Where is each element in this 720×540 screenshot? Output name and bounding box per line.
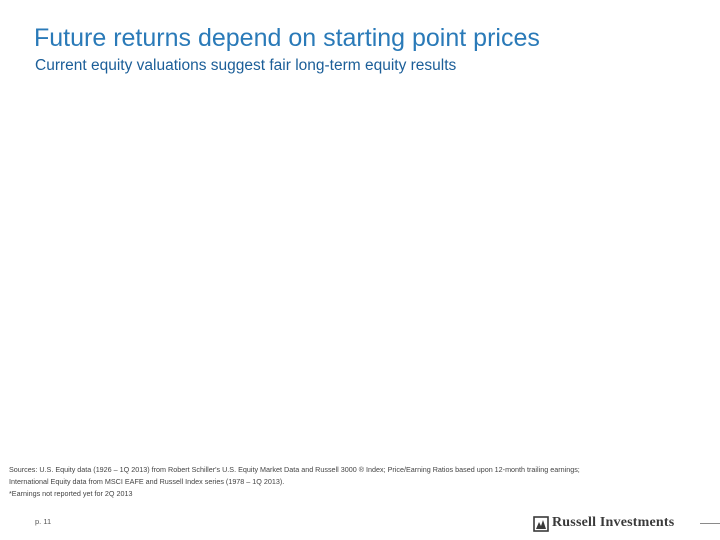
footnote: *Earnings not reported yet for 2Q 2013 [9,489,133,498]
page-number: p. 11 [35,517,52,526]
footnote: Sources: U.S. Equity data (1926 – 1Q 201… [9,465,580,474]
title: Future returns depend on starting point … [34,24,540,52]
footnote: International Equity data from MSCI EAFE… [9,477,285,486]
subtitle: Current equity valuations suggest fair l… [35,57,457,74]
logo-icon [533,516,549,532]
logo-text: Russell Investments [552,515,675,530]
footer-rule [700,523,720,524]
